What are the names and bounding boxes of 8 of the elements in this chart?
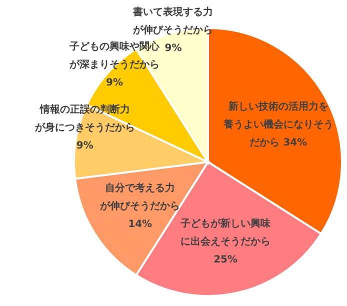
data-label: 9% <box>164 43 182 54</box>
slice-label: 子どもが新しい興味に出会えそうだから <box>180 217 272 248</box>
slice-label: 自分で考える力が伸びそうだから <box>99 182 180 212</box>
data-label: 25% <box>214 254 238 266</box>
data-label: 9% <box>76 140 94 152</box>
data-label: 14% <box>128 219 152 230</box>
slice-label: 新しい技術の活用力を養うよい機会になりそうだから 34% <box>222 100 334 148</box>
data-label: 9% <box>106 78 124 89</box>
